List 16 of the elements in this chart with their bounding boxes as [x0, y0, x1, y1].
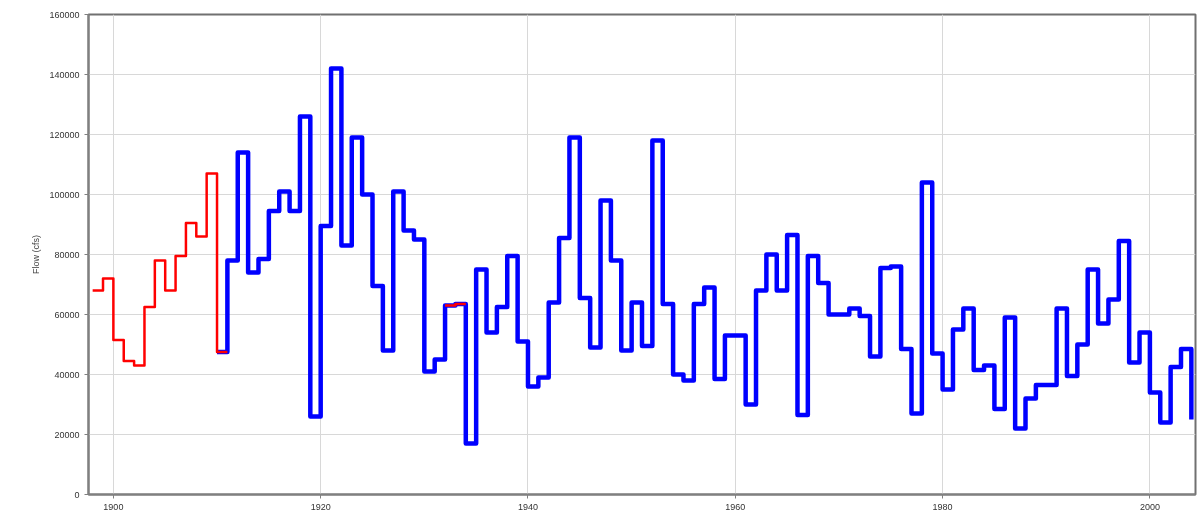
- y-tick-label: 140000: [49, 69, 80, 80]
- x-tick-label: 1980: [932, 501, 953, 512]
- y-axis-title: Flow (cfs): [31, 235, 42, 274]
- y-tick-label: 20000: [54, 429, 80, 440]
- y-tick-label: 60000: [54, 309, 80, 320]
- y-tick-label: 160000: [49, 9, 80, 20]
- y-tick-label: 40000: [54, 369, 80, 380]
- y-tick-label: 80000: [54, 249, 80, 260]
- x-tick-label: 1900: [103, 501, 124, 512]
- x-tick-label: 2000: [1139, 501, 1160, 512]
- y-tick-label: 0: [74, 489, 80, 500]
- x-tick-label: 1960: [725, 501, 746, 512]
- x-tick-label: 1940: [517, 501, 538, 512]
- y-tick-label: 120000: [49, 129, 80, 140]
- y-tick-label: 100000: [49, 189, 80, 200]
- x-tick-label: 1920: [310, 501, 331, 512]
